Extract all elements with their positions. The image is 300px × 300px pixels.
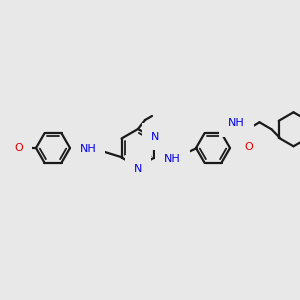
Text: NH: NH <box>80 144 96 154</box>
Text: NH: NH <box>228 118 245 128</box>
Text: N: N <box>151 131 160 142</box>
Text: O: O <box>244 142 253 152</box>
Text: N: N <box>134 164 142 174</box>
Text: O: O <box>15 143 23 153</box>
Text: NH: NH <box>164 154 181 164</box>
